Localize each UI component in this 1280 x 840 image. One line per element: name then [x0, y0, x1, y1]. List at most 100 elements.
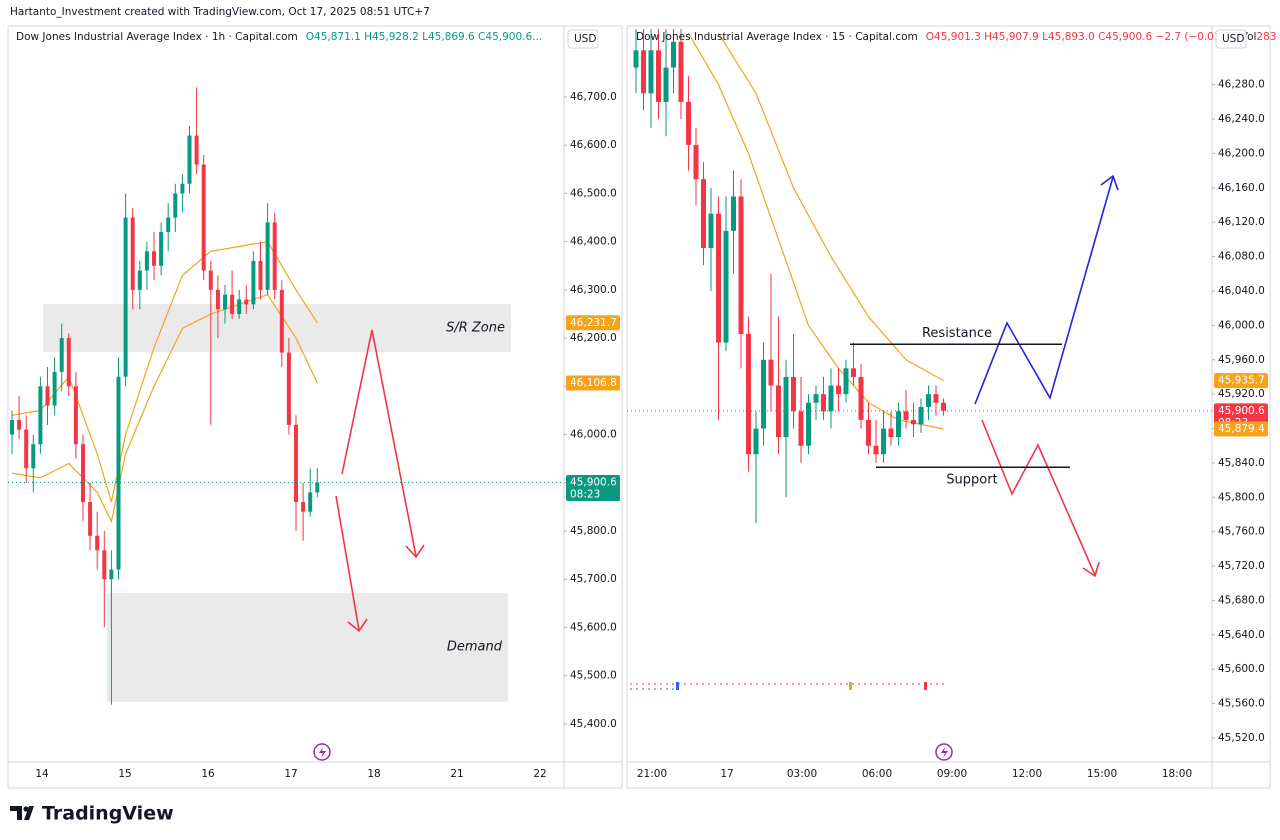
x-tick-label: 09:00: [937, 768, 967, 780]
y-tick-label: 46,200.0: [1218, 147, 1265, 159]
candle-body: [716, 213, 721, 343]
x-tick-label: 03:00: [787, 768, 817, 780]
x-tick-label: 21: [450, 768, 463, 780]
candle-body: [896, 411, 901, 438]
candle-body: [59, 338, 64, 372]
y-tick-label: 45,640.0: [1218, 629, 1265, 641]
indicator-marker: [676, 682, 679, 690]
zone: [107, 592, 508, 702]
alert-icon[interactable]: [313, 743, 331, 761]
zone-label: S/R Zone: [446, 320, 505, 335]
candle-body: [102, 550, 107, 580]
zone-label: Demand: [447, 640, 503, 655]
candle-body: [180, 183, 185, 194]
candle-body: [258, 260, 263, 290]
x-tick-label: 15:00: [1087, 768, 1117, 780]
candle-body: [38, 386, 43, 445]
candle-body: [678, 41, 684, 102]
arrow-head: [405, 544, 425, 559]
candle-body: [208, 270, 213, 290]
arrow-head: [1082, 561, 1100, 578]
candle-body: [941, 402, 946, 411]
candle-body: [686, 101, 691, 145]
y-tick-label: 46,400.0: [570, 236, 617, 248]
price-label: 45,935.7: [1218, 375, 1265, 387]
candle-body: [813, 394, 819, 403]
y-tick-label: 45,600.0: [570, 621, 617, 633]
candle-body: [851, 368, 856, 377]
y-tick-label: 45,500.0: [570, 670, 617, 682]
brand-name: TradingView: [42, 803, 174, 825]
candle-body: [798, 411, 804, 446]
candle-body: [237, 299, 242, 314]
candle-body: [279, 289, 284, 353]
candle-body: [671, 41, 676, 68]
y-tick-label: 45,520.0: [1218, 732, 1265, 744]
blue-arrow: [974, 176, 1114, 405]
alert-icon[interactable]: [935, 743, 953, 761]
y-tick-label: 46,080.0: [1218, 251, 1265, 263]
candle-body: [933, 394, 939, 403]
red-arrow: [981, 419, 1096, 576]
price-label-box: [566, 375, 620, 391]
y-tick-label: 45,400.0: [570, 718, 617, 730]
x-tick-label: 16: [201, 768, 215, 780]
price-label: 45,900.6: [1218, 405, 1265, 417]
candle-body: [663, 67, 669, 102]
candle-body: [73, 386, 78, 445]
candle-body: [223, 294, 227, 310]
price-label-box: [566, 474, 620, 501]
currency-label: USD: [574, 33, 596, 45]
y-tick-label: 45,700.0: [570, 573, 617, 585]
ohlc-values: O45,871.1 H45,928.2 L45,869.6 C45,900.6.…: [306, 31, 542, 43]
candle-body: [52, 371, 57, 406]
candle-body: [918, 407, 924, 425]
candle-body: [315, 482, 320, 493]
y-tick-label: 45,560.0: [1218, 698, 1265, 710]
x-tick-label: 12:00: [1012, 768, 1042, 780]
chart-legend: Dow Jones Industrial Average Index · 1h …: [16, 31, 542, 43]
arrow-head: [347, 618, 368, 633]
zone: [43, 303, 511, 353]
candle-body: [230, 294, 235, 314]
candle-body: [144, 251, 149, 271]
candle-body: [45, 386, 50, 406]
x-tick-label: 18:00: [1162, 768, 1192, 780]
candle-body: [723, 230, 729, 343]
x-tick-label: 06:00: [862, 768, 892, 780]
price-label: 45,879.4: [1218, 423, 1265, 435]
ema-line: [11, 240, 318, 503]
x-tick-label: 17: [284, 768, 297, 780]
candle-body: [159, 231, 164, 266]
volume-value: 283: [1256, 31, 1276, 43]
candle-body: [843, 368, 849, 395]
candle-body: [123, 217, 128, 377]
chart-layer: S/R Zone Demand: [10, 87, 511, 705]
candle-body: [806, 402, 811, 446]
candle-body: [858, 376, 864, 420]
y-tick-label: 46,240.0: [1218, 113, 1265, 125]
ema-line: [717, 32, 944, 382]
candle-body: [821, 394, 826, 412]
chart-layer: [633, 28, 946, 524]
candle-body: [836, 385, 841, 395]
candle-body: [693, 144, 699, 180]
candle-body: [81, 444, 85, 503]
y-tick-label: 46,700.0: [570, 91, 617, 103]
x-tick-label: 22: [533, 768, 546, 780]
candle-body: [791, 376, 796, 412]
y-tick-label: 45,680.0: [1218, 594, 1265, 606]
candle-body: [926, 394, 931, 408]
price-label: 46,231.7: [570, 317, 617, 329]
candle-body: [95, 535, 100, 551]
candle-body: [31, 444, 36, 469]
candle-body: [648, 50, 654, 94]
right-panel-frame: [626, 25, 1271, 789]
candle-body: [137, 270, 142, 290]
y-tick-label: 45,600.0: [1218, 663, 1265, 675]
currency-label: USD: [1222, 33, 1244, 45]
candle-body: [888, 428, 894, 438]
candle-body: [286, 352, 291, 425]
